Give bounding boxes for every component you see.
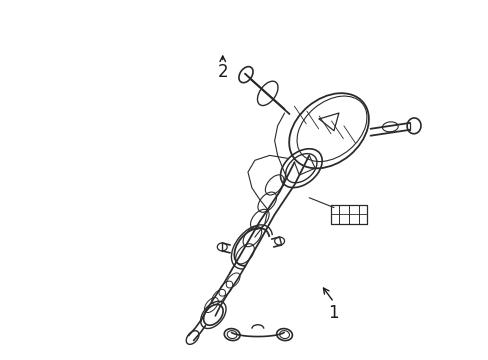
Text: 1: 1 xyxy=(328,304,339,322)
Text: 2: 2 xyxy=(217,63,227,81)
